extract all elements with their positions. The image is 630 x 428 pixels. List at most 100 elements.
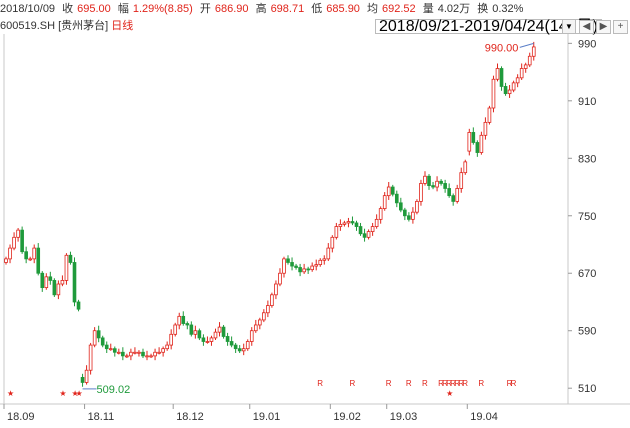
y-tick-label: 750 bbox=[578, 211, 596, 223]
candle-body bbox=[121, 351, 125, 357]
candle-body bbox=[302, 268, 306, 273]
candle-body bbox=[439, 180, 443, 184]
r-marker: R bbox=[462, 379, 468, 388]
candle-body bbox=[431, 185, 435, 188]
candle-body bbox=[125, 355, 129, 358]
candle-body bbox=[28, 258, 32, 261]
period-label[interactable]: 日线 bbox=[111, 20, 134, 32]
candle-body bbox=[108, 348, 113, 351]
next-button[interactable]: ▶ bbox=[596, 20, 611, 34]
candle-body bbox=[350, 221, 355, 224]
candle-body bbox=[177, 315, 182, 326]
candle-body bbox=[507, 89, 512, 95]
x-tick-label: 19.02 bbox=[333, 411, 361, 423]
candle-body bbox=[415, 200, 419, 213]
prev-button[interactable]: ◀ bbox=[579, 20, 594, 34]
open-label: 开 bbox=[199, 3, 211, 15]
min-price-label: 509.02 bbox=[97, 384, 131, 396]
candle-body bbox=[515, 77, 520, 84]
candle-body bbox=[419, 183, 423, 202]
candle-body bbox=[112, 348, 117, 353]
candle-body bbox=[221, 326, 226, 337]
candle-body bbox=[386, 186, 391, 197]
candle-body bbox=[330, 236, 335, 249]
r-marker: R bbox=[422, 379, 428, 388]
candle-body bbox=[370, 226, 375, 232]
candle-body bbox=[390, 186, 395, 195]
candle-body bbox=[455, 188, 460, 202]
date-range-selector[interactable]: 2018/09/21-2019/04/24(140日) bbox=[375, 18, 602, 35]
candle-body bbox=[48, 276, 53, 281]
candle-body bbox=[201, 337, 206, 342]
candle-body bbox=[463, 161, 468, 174]
candle-body bbox=[173, 324, 178, 335]
candle-body bbox=[411, 211, 415, 220]
candle-body bbox=[44, 276, 49, 289]
candle-body bbox=[403, 209, 407, 217]
candle-body bbox=[511, 82, 516, 91]
candle-body bbox=[84, 369, 89, 383]
range-dropdown-button[interactable]: ▼ bbox=[562, 19, 576, 34]
star-marker: ★ bbox=[59, 389, 66, 398]
candle-body bbox=[96, 330, 101, 339]
avg-value: 692.52 bbox=[382, 3, 416, 15]
candle-body bbox=[245, 341, 250, 350]
candle-body bbox=[137, 351, 141, 354]
candle-body bbox=[76, 301, 81, 310]
candle-body bbox=[24, 251, 28, 260]
r-marker: R bbox=[446, 379, 452, 388]
candle-body bbox=[36, 247, 41, 274]
change-value: 1.29%(8.85) bbox=[132, 3, 193, 15]
quote-header: 2018/10/09 收 695.00 幅 1.29%(8.85) 开 686.90 … bbox=[0, 0, 630, 18]
candle-body bbox=[92, 330, 97, 346]
candle-body bbox=[262, 312, 266, 321]
candle-body bbox=[334, 226, 339, 238]
candle-body bbox=[189, 324, 194, 335]
star-marker: ★ bbox=[446, 389, 453, 398]
candle-body bbox=[399, 202, 403, 211]
x-tick-label: 18.11 bbox=[88, 411, 115, 423]
candle-body bbox=[157, 351, 161, 354]
candle-body bbox=[4, 258, 8, 263]
candle-body bbox=[519, 68, 524, 79]
candle-body bbox=[153, 351, 157, 357]
turnover-value: 0.32% bbox=[492, 3, 524, 15]
candle-body bbox=[274, 283, 278, 296]
r-marker: R bbox=[478, 379, 484, 388]
close-value: 695.00 bbox=[77, 3, 111, 15]
quote-date: 2018/10/09 bbox=[0, 3, 56, 15]
candle-body bbox=[52, 280, 57, 296]
y-tick-label: 830 bbox=[578, 153, 596, 165]
candle-body bbox=[225, 336, 230, 342]
x-tick-label: 19.03 bbox=[390, 411, 418, 423]
candle-body bbox=[362, 233, 367, 238]
candle-body bbox=[495, 68, 500, 80]
candle-body bbox=[487, 107, 492, 123]
candle-body bbox=[358, 226, 363, 235]
star-marker: ★ bbox=[7, 389, 14, 398]
candle-body bbox=[181, 315, 186, 324]
candle-body bbox=[451, 195, 455, 202]
candle-body bbox=[527, 55, 532, 66]
candle-body bbox=[366, 231, 371, 238]
date-range-text: 2018/09/21-2019/04/24(140日) bbox=[379, 18, 598, 35]
r-marker: R bbox=[406, 379, 412, 388]
candle-body bbox=[129, 351, 133, 357]
candle-body bbox=[141, 351, 145, 357]
candle-body bbox=[169, 333, 173, 346]
candle-body bbox=[104, 344, 109, 350]
max-price-label: 990.00 bbox=[485, 42, 519, 54]
candle-body bbox=[213, 331, 218, 339]
symbol-name: [贵州茅台] bbox=[58, 20, 109, 32]
candle-body bbox=[8, 247, 12, 260]
candle-body bbox=[237, 348, 242, 352]
candle-body bbox=[459, 172, 464, 189]
volume-label: 量 bbox=[422, 3, 434, 15]
candle-body bbox=[266, 305, 270, 314]
candle-body bbox=[298, 267, 302, 273]
chart-frame bbox=[0, 34, 630, 405]
candle-body bbox=[471, 132, 476, 143]
zoom-button[interactable]: + bbox=[613, 20, 628, 34]
